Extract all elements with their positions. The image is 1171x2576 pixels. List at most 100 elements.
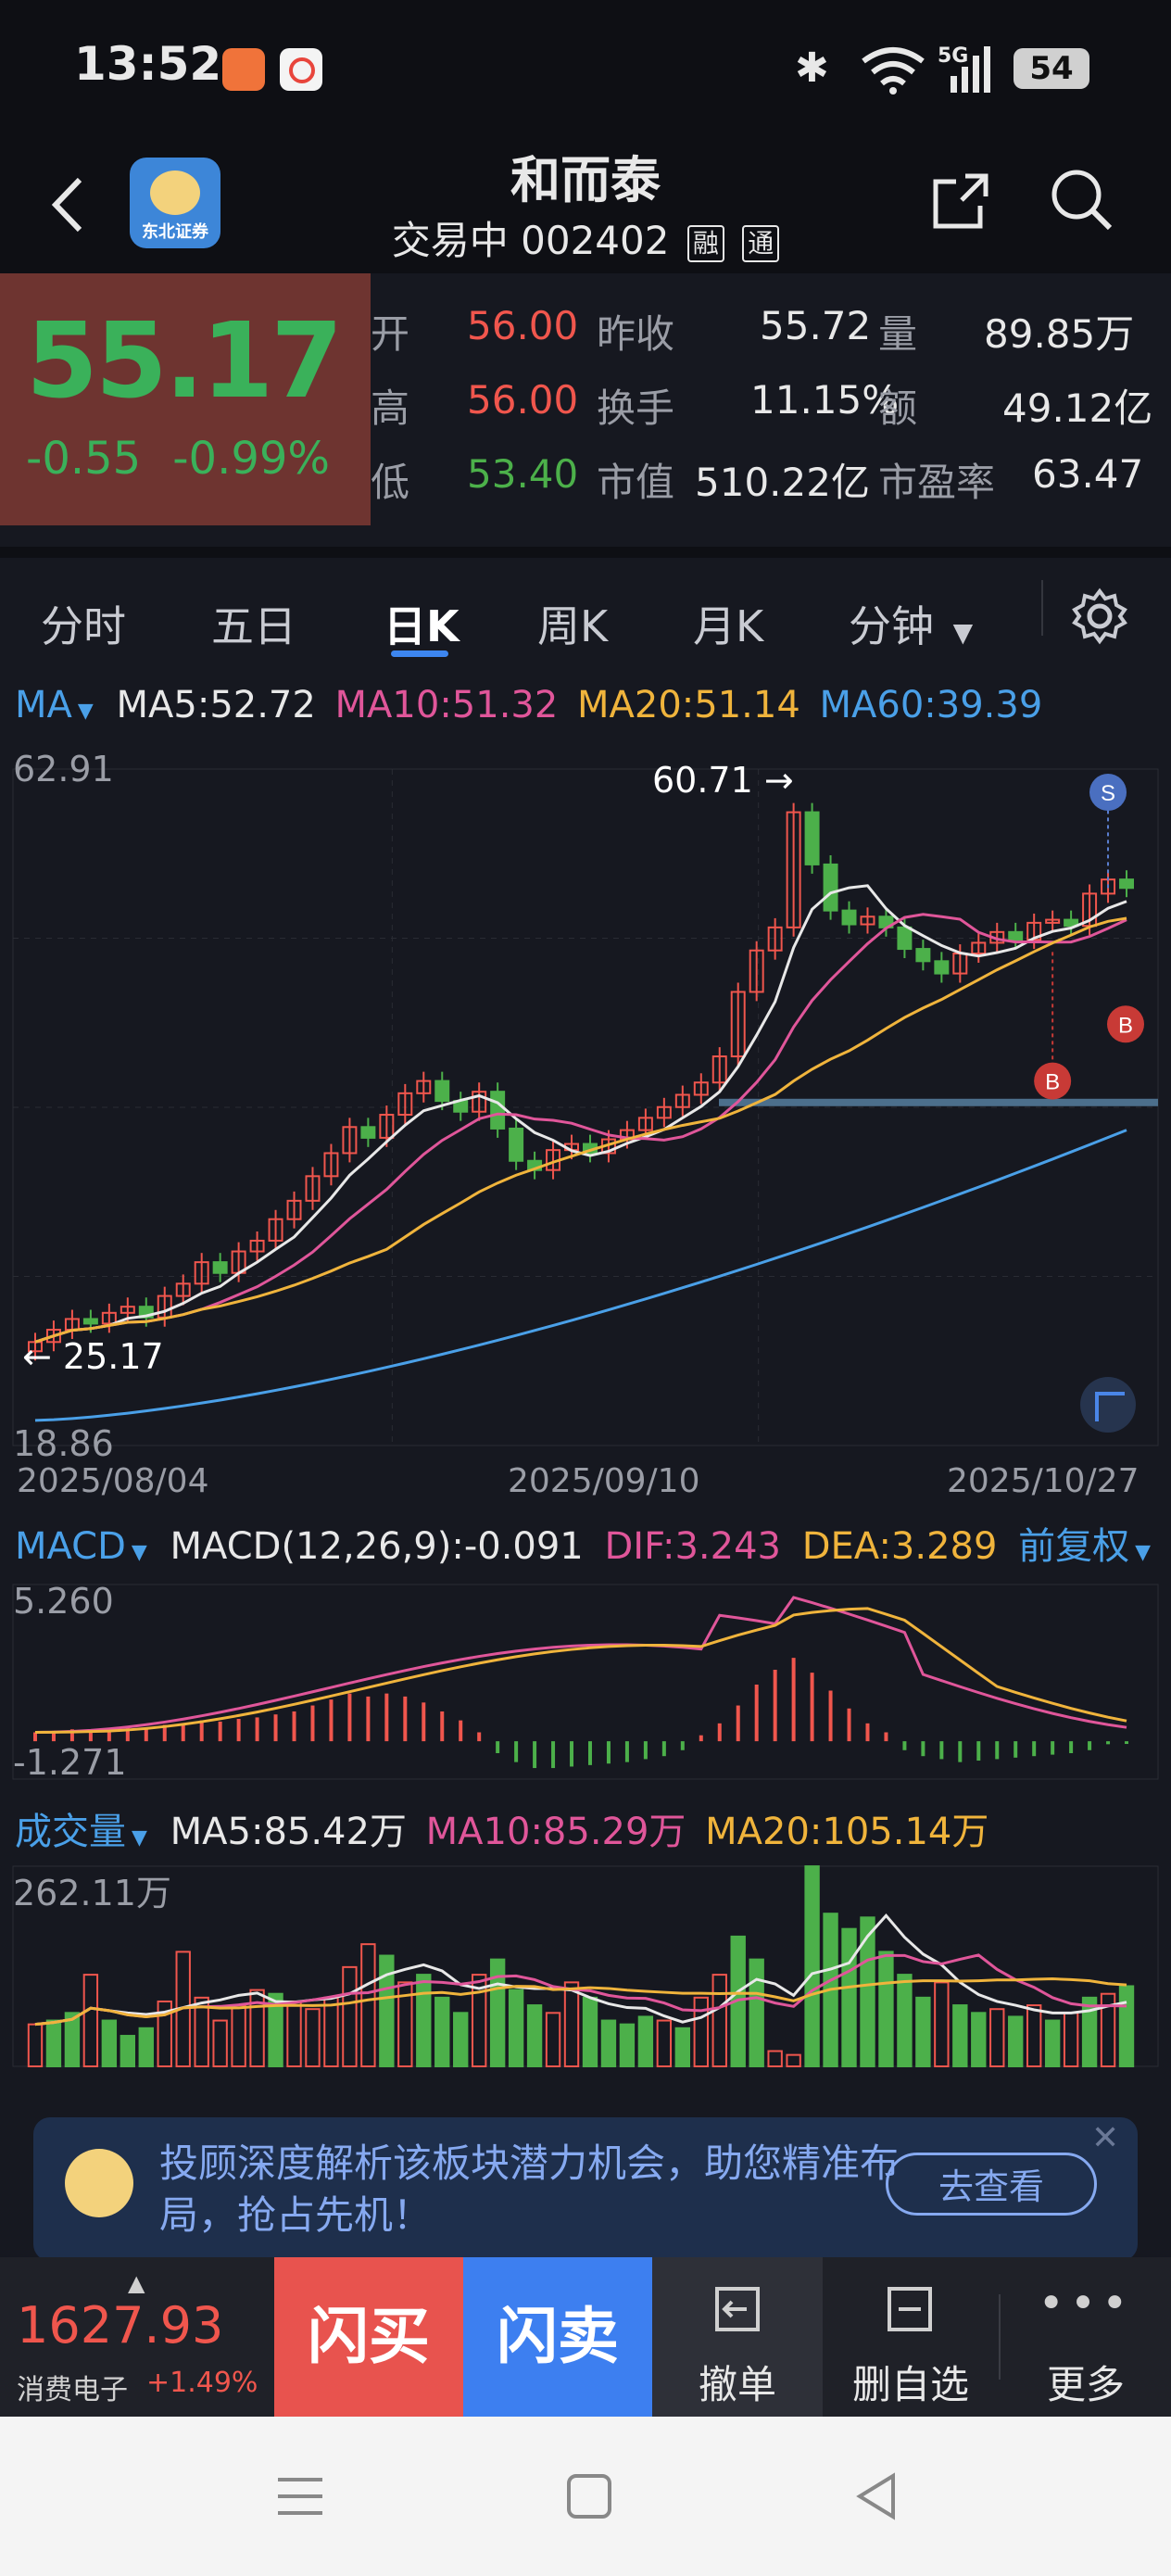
buy-marker-label: B — [1118, 1013, 1133, 1038]
vol-ma20-value: MA20:105.14万 — [705, 1811, 989, 1853]
candle-body — [804, 811, 820, 865]
ma-legend[interactable]: MA ▼ MA5:52.72 MA10:51.32 MA20:51.14 MA60… — [15, 684, 1164, 726]
volume-bar — [1118, 1985, 1135, 2068]
volume-chart[interactable] — [0, 1857, 1171, 2076]
adjust-dropdown-icon: ▼ — [1135, 1541, 1152, 1564]
volume-bar — [64, 2012, 81, 2068]
index-widget[interactable]: ▲ 1627.93 消费电子 +1.49% — [0, 2257, 274, 2417]
adjust-selector[interactable]: 前复权 — [1018, 1525, 1130, 1568]
promo-banner[interactable]: 投顾深度解析该板块潜力机会，助您精准布局，抢占先机！ 去查看 ✕ — [33, 2117, 1138, 2261]
connect-tag: 通 — [742, 224, 780, 262]
dea-value: DEA:3.289 — [801, 1525, 998, 1568]
volume-bar — [323, 1996, 339, 2068]
candle-body — [212, 1261, 228, 1274]
vol-ma5-value: MA5:85.42万 — [170, 1811, 407, 1853]
candle-body — [268, 1218, 283, 1242]
status-time: 13:52 — [74, 37, 222, 91]
volume-bar — [397, 1981, 413, 2067]
candle-body — [120, 1306, 135, 1314]
volume-bar — [841, 1927, 857, 2067]
support-line — [719, 1098, 1158, 1106]
cancel-order-button[interactable]: 撤单 — [652, 2257, 823, 2417]
tab-minutes-dropdown[interactable]: 分钟 ▼ — [849, 593, 973, 654]
tab-daily-k[interactable]: 日K — [384, 601, 460, 651]
chevron-down-icon: ▼ — [952, 617, 974, 648]
last-price: 55.17 — [26, 301, 343, 422]
tab-five-day[interactable]: 五日 — [211, 601, 296, 651]
date-label-mid: 2025/09/10 — [508, 1462, 700, 1500]
share-icon[interactable] — [928, 167, 995, 234]
tab-minute[interactable]: 分时 — [41, 601, 126, 651]
ma-selector[interactable]: MA — [15, 684, 72, 726]
volume-bar — [563, 1981, 580, 2067]
low-label: 低 — [371, 460, 410, 505]
back-icon[interactable] — [48, 174, 85, 235]
macd-dropdown-icon: ▼ — [131, 1541, 147, 1564]
more-button[interactable]: ••• 更多 — [1001, 2257, 1171, 2417]
back-nav-icon[interactable] — [850, 2469, 902, 2524]
buy-marker — [1034, 1062, 1072, 1100]
tab-weekly-k[interactable]: 周K — [537, 601, 609, 651]
banner-text: 投顾深度解析该板块潜力机会，助您精准布局，抢占先机！ — [159, 2140, 900, 2238]
volume-bar — [971, 2012, 987, 2068]
trade-status: 交易中 — [391, 218, 509, 263]
search-icon[interactable] — [1049, 167, 1115, 234]
candle-body — [286, 1199, 302, 1220]
open-label: 开 — [371, 311, 410, 357]
close-icon[interactable]: ✕ — [1091, 2119, 1120, 2157]
high-value: 56.00 — [467, 377, 579, 423]
more-label: 更多 — [1046, 2362, 1125, 2407]
tab-minutes-label: 分钟 — [849, 601, 934, 651]
candle-body — [323, 1152, 339, 1178]
app-notification-icon-2 — [280, 48, 322, 91]
ma60-value: MA60:39.39 — [819, 684, 1043, 726]
volume-bar — [212, 2019, 228, 2068]
volume-bar — [120, 2035, 136, 2068]
sell-marker-label: S — [1101, 781, 1115, 806]
volume-bar — [489, 1958, 506, 2067]
macd-legend[interactable]: MACD ▼ MACD(12,26,9):-0.091 DIF:3.243 DEA… — [15, 1516, 1164, 1570]
flash-buy-button[interactable]: 闪买 — [274, 2257, 463, 2417]
volume-bar — [342, 1965, 358, 2067]
fullscreen-icon[interactable] — [1080, 1377, 1136, 1433]
margin-tag: 融 — [686, 224, 724, 262]
candle-body — [194, 1261, 209, 1285]
candle-body — [305, 1175, 321, 1202]
home-icon[interactable] — [563, 2470, 615, 2522]
kline-chart[interactable]: S B B — [0, 741, 1171, 1464]
kline-min-label: 18.86 — [13, 1423, 114, 1464]
volume-bar — [915, 1996, 931, 2068]
mascot-icon — [65, 2149, 133, 2217]
candle-body — [656, 1105, 672, 1119]
vol-ma5-line — [34, 1913, 1127, 2027]
flash-sell-button[interactable]: 闪卖 — [463, 2257, 652, 2417]
buy-marker — [1107, 1005, 1144, 1043]
volume-legend[interactable]: 成交量 ▼ MA5:85.42万 MA10:85.29万 MA20:105.14万 — [15, 1801, 1164, 1855]
prev-close-value: 55.72 — [760, 303, 872, 348]
ma60-line — [34, 1129, 1127, 1422]
candle-body — [342, 1126, 358, 1155]
remove-watchlist-button[interactable]: 删自选 — [823, 2257, 999, 2417]
volume-bar — [45, 2019, 62, 2068]
volume-bar — [989, 2008, 1005, 2068]
menu-icon[interactable] — [274, 2470, 326, 2522]
macd-chart[interactable] — [0, 1575, 1171, 1788]
vol-ma20-line — [34, 1977, 1127, 2027]
candle-body — [397, 1092, 413, 1117]
quote-panel: 55.17 -0.55 -0.99% 开 56.00 昨收 55.72 量 89.… — [0, 273, 1171, 525]
volume-bar — [138, 2027, 154, 2068]
volume-dropdown-icon: ▼ — [132, 1826, 147, 1850]
candle-body — [749, 949, 764, 993]
tab-monthly-k[interactable]: 月K — [693, 601, 764, 651]
volume-bar — [619, 2023, 636, 2068]
macd-selector[interactable]: MACD — [15, 1525, 126, 1568]
volume-selector[interactable]: 成交量 — [15, 1811, 126, 1853]
bluetooth-icon: ✱ — [795, 44, 829, 92]
price-box: 55.17 -0.55 -0.99% — [0, 273, 371, 525]
candle-body — [730, 991, 746, 1058]
triangle-up-icon: ▲ — [128, 2270, 145, 2296]
settings-gear-icon[interactable] — [1071, 587, 1128, 645]
remove-watchlist-icon — [888, 2287, 932, 2331]
period-tabs: 分时 五日 日K 周K 月K 分钟 ▼ — [0, 547, 1171, 678]
banner-view-button[interactable]: 去查看 — [886, 2153, 1097, 2216]
